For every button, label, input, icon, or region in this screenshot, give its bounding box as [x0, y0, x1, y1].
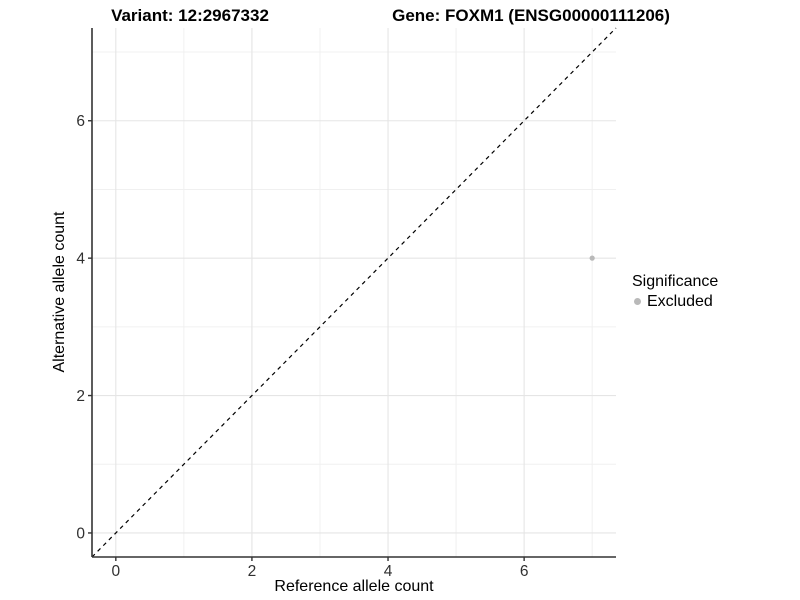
legend: Significance Excluded: [632, 272, 718, 311]
x-tick-label: 2: [248, 563, 257, 580]
data-point: [589, 255, 595, 261]
legend-title: Significance: [632, 273, 719, 290]
identity-line: [91, 27, 617, 558]
y-tick-label: 4: [76, 251, 85, 268]
x-tick-label: 0: [112, 563, 121, 580]
gene-title: Gene: FOXM1 (ENSG00000111206): [392, 6, 670, 25]
legend-entry: Excluded: [632, 292, 718, 311]
variant-title: Variant: 12:2967332: [111, 6, 269, 25]
x-tick-label: 4: [384, 563, 393, 580]
legend-point-icon: [634, 298, 641, 305]
legend-entry-label: Excluded: [647, 292, 713, 310]
x-axis-title: Reference allele count: [274, 578, 434, 595]
y-tick-label: 6: [76, 113, 85, 130]
legend-entries: Excluded: [632, 292, 718, 311]
y-tick-label: 2: [76, 388, 85, 405]
y-axis-title: Alternative allele count: [51, 211, 68, 373]
y-tick-label: 0: [76, 525, 85, 542]
x-tick-label: 6: [520, 563, 529, 580]
